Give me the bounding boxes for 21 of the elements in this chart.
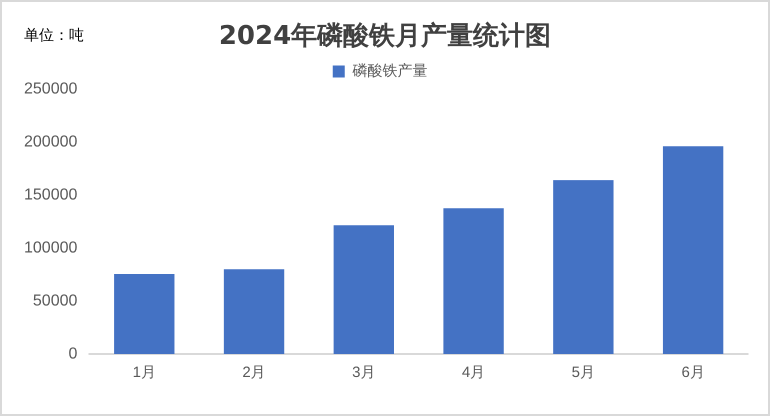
y-tick-label: 0 bbox=[68, 345, 78, 362]
y-tick-label: 50000 bbox=[32, 292, 78, 310]
x-tick-label: 1月 bbox=[132, 364, 156, 382]
y-tick-label: 150000 bbox=[24, 186, 78, 204]
x-tick-label: 4月 bbox=[462, 364, 486, 382]
legend-label: 磷酸铁产量 bbox=[351, 61, 428, 80]
text: 单位：吨 bbox=[24, 26, 84, 45]
x-tick-label: 5月 bbox=[572, 364, 596, 382]
x-tick-label: 2月 bbox=[242, 364, 266, 382]
bar bbox=[662, 146, 724, 354]
bar bbox=[114, 274, 174, 354]
y-tick-label: 250000 bbox=[24, 80, 78, 98]
bar bbox=[224, 269, 284, 354]
x-tick-label: 3月 bbox=[352, 364, 376, 382]
y-tick-label: 100000 bbox=[24, 239, 78, 256]
x-tick-label: 6月 bbox=[681, 364, 705, 382]
bar bbox=[553, 180, 614, 354]
bar bbox=[443, 208, 504, 354]
y-tick-label: 200000 bbox=[24, 133, 78, 150]
bar bbox=[334, 225, 394, 354]
chart-title: 2024年磷酸铁月产量统计图 bbox=[218, 21, 552, 51]
